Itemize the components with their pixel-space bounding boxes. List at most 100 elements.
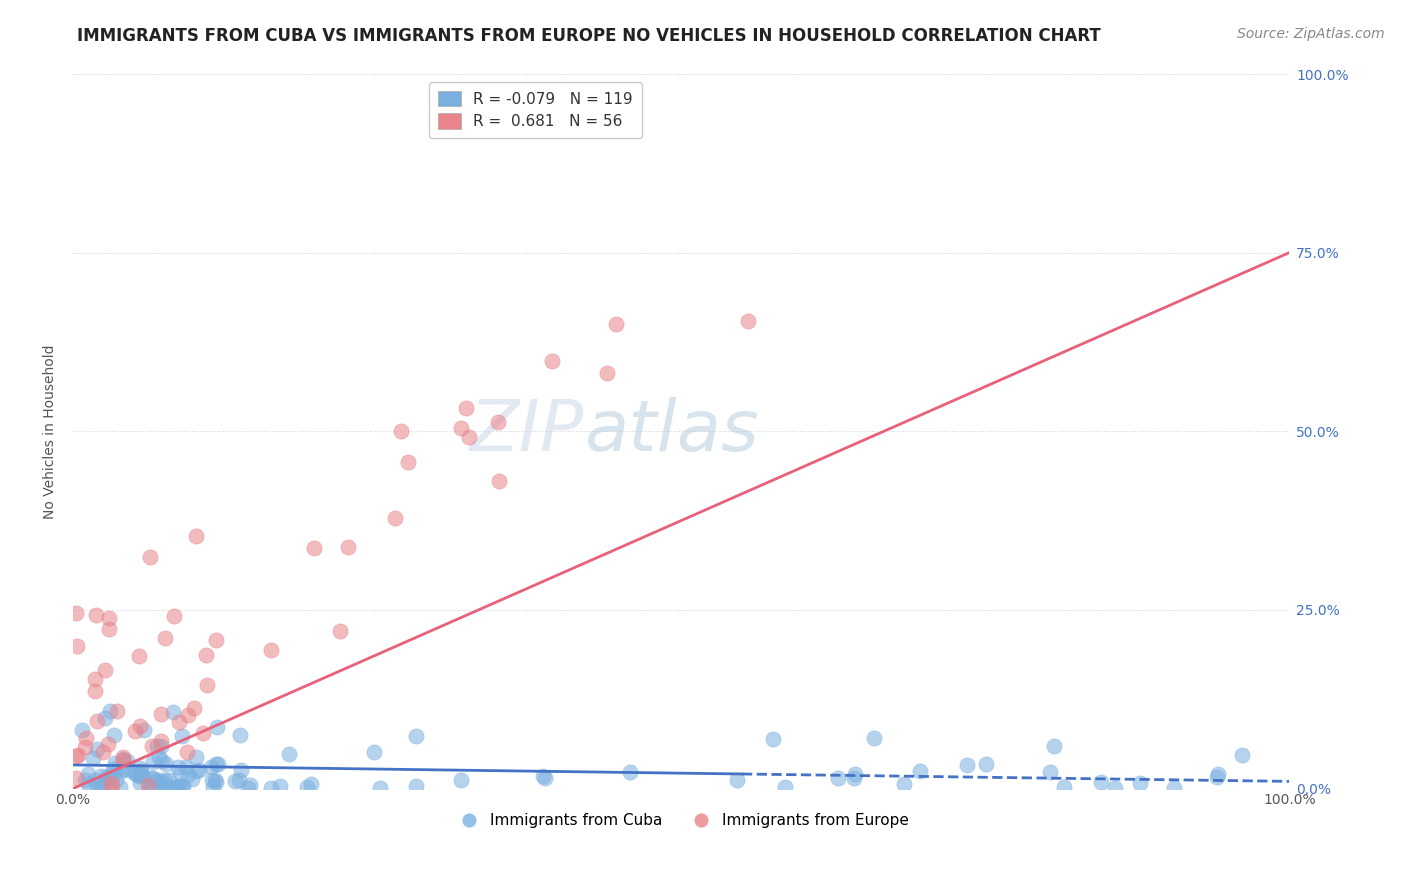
- Text: ZIP: ZIP: [470, 397, 583, 466]
- Point: [141, 780, 163, 794]
- Point: [84, 672, 107, 686]
- Point: [118, 763, 141, 777]
- Point: [124, 767, 146, 781]
- Point: [450, 421, 472, 435]
- Point: [132, 769, 155, 783]
- Point: [224, 774, 246, 789]
- Point: [128, 718, 150, 732]
- Point: [129, 764, 152, 778]
- Point: [66, 748, 89, 763]
- Point: [141, 771, 163, 785]
- Point: [138, 549, 160, 564]
- Point: [391, 424, 413, 438]
- Point: [228, 772, 250, 787]
- Point: [1129, 776, 1152, 790]
- Point: [205, 633, 228, 648]
- Point: [84, 772, 107, 787]
- Point: [165, 780, 187, 794]
- Point: [82, 750, 104, 764]
- Point: [97, 610, 120, 624]
- Point: [405, 729, 427, 743]
- Point: [76, 777, 98, 791]
- Point: [205, 720, 228, 734]
- Point: [167, 760, 190, 774]
- Point: [86, 714, 108, 728]
- Point: [454, 401, 477, 416]
- Point: [193, 726, 215, 740]
- Point: [167, 714, 190, 729]
- Point: [1052, 780, 1074, 795]
- Point: [94, 770, 117, 784]
- Point: [458, 430, 481, 444]
- Point: [184, 764, 207, 778]
- Point: [142, 772, 165, 786]
- Point: [129, 765, 152, 780]
- Point: [827, 771, 849, 785]
- Point: [277, 747, 299, 761]
- Point: [101, 769, 124, 783]
- Point: [150, 754, 173, 768]
- Point: [488, 475, 510, 489]
- Point: [363, 745, 385, 759]
- Point: [531, 769, 554, 783]
- Point: [329, 624, 352, 638]
- Point: [863, 731, 886, 746]
- Point: [155, 773, 177, 788]
- Point: [84, 608, 107, 623]
- Point: [956, 757, 979, 772]
- Text: atlas: atlas: [583, 397, 758, 466]
- Point: [150, 775, 173, 789]
- Point: [142, 755, 165, 769]
- Point: [186, 529, 208, 543]
- Point: [65, 771, 87, 785]
- Point: [775, 780, 797, 795]
- Text: Source: ZipAtlas.com: Source: ZipAtlas.com: [1237, 27, 1385, 41]
- Point: [152, 780, 174, 794]
- Point: [169, 766, 191, 780]
- Point: [176, 708, 198, 723]
- Point: [1043, 739, 1066, 753]
- Point: [124, 723, 146, 738]
- Point: [155, 756, 177, 771]
- Point: [132, 723, 155, 737]
- Point: [195, 648, 218, 662]
- Point: [725, 772, 748, 787]
- Point: [167, 780, 190, 794]
- Point: [111, 750, 134, 764]
- Point: [136, 778, 159, 792]
- Point: [124, 766, 146, 780]
- Point: [93, 663, 115, 677]
- Point: [105, 773, 128, 788]
- Point: [138, 780, 160, 794]
- Point: [188, 764, 211, 778]
- Point: [195, 678, 218, 692]
- Point: [596, 366, 619, 380]
- Point: [299, 777, 322, 791]
- Point: [177, 767, 200, 781]
- Point: [619, 764, 641, 779]
- Point: [73, 773, 96, 788]
- Point: [541, 353, 564, 368]
- Point: [105, 704, 128, 718]
- Point: [94, 775, 117, 789]
- Point: [111, 752, 134, 766]
- Point: [170, 780, 193, 794]
- Point: [150, 733, 173, 747]
- Point: [974, 756, 997, 771]
- Point: [145, 773, 167, 788]
- Point: [304, 541, 326, 555]
- Point: [486, 415, 509, 429]
- Point: [97, 623, 120, 637]
- Point: [1230, 748, 1253, 763]
- Point: [184, 750, 207, 764]
- Point: [172, 779, 194, 793]
- Point: [90, 769, 112, 783]
- Point: [384, 511, 406, 525]
- Point: [269, 779, 291, 793]
- Point: [174, 760, 197, 774]
- Point: [148, 749, 170, 764]
- Point: [110, 780, 132, 795]
- Text: IMMIGRANTS FROM CUBA VS IMMIGRANTS FROM EUROPE NO VEHICLES IN HOUSEHOLD CORRELAT: IMMIGRANTS FROM CUBA VS IMMIGRANTS FROM …: [77, 27, 1101, 45]
- Point: [450, 772, 472, 787]
- Point: [141, 739, 163, 754]
